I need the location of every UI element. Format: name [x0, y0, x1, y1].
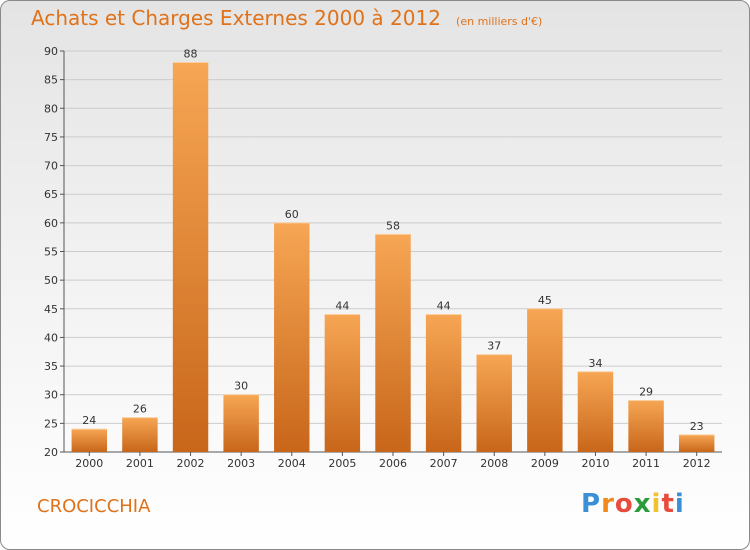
bar — [628, 400, 664, 452]
y-tick-label: 25 — [44, 417, 58, 430]
logo-letter: o — [614, 489, 634, 519]
data-label: 44 — [437, 300, 451, 313]
y-tick-label: 35 — [44, 360, 58, 373]
x-tick-label: 2010 — [581, 457, 609, 470]
bar — [527, 308, 563, 452]
logo-letter: t — [661, 489, 675, 519]
x-tick-label: 2002 — [177, 457, 205, 470]
y-tick-label: 60 — [44, 217, 58, 230]
data-label: 26 — [133, 403, 147, 416]
x-tick-label: 2007 — [430, 457, 458, 470]
x-tick-label: 2012 — [683, 457, 711, 470]
data-label: 30 — [234, 380, 248, 393]
logo-letter: x — [633, 489, 652, 519]
bar — [223, 394, 259, 452]
x-tick-label: 2008 — [480, 457, 508, 470]
logo-letter: P — [581, 489, 602, 519]
data-label: 29 — [639, 385, 653, 398]
y-tick-label: 65 — [44, 188, 58, 201]
data-label: 60 — [285, 208, 299, 221]
title-row: Achats et Charges Externes 2000 à 2012 (… — [31, 6, 542, 30]
bar — [375, 234, 411, 452]
x-tick-label: 2001 — [126, 457, 154, 470]
y-tick-label: 80 — [44, 102, 58, 115]
logo-letter: i — [651, 489, 662, 519]
x-tick-label: 2011 — [632, 457, 660, 470]
data-label: 44 — [335, 300, 349, 313]
y-tick-label: 30 — [44, 389, 58, 402]
y-tick-label: 85 — [44, 74, 58, 87]
place-name: CROCICCHIA — [37, 496, 151, 517]
data-label: 58 — [386, 219, 400, 232]
bar — [425, 314, 462, 452]
data-label: 37 — [487, 340, 501, 353]
chart-subtitle: (en milliers d'€) — [456, 15, 543, 28]
y-tick-label: 20 — [44, 446, 58, 459]
data-label: 34 — [588, 357, 602, 370]
bar — [172, 62, 209, 452]
x-tick-label: 2004 — [278, 457, 306, 470]
bar — [324, 314, 361, 452]
y-tick-label: 90 — [44, 45, 58, 58]
bar — [122, 417, 158, 452]
y-tick-label: 55 — [44, 246, 58, 259]
bar — [476, 354, 512, 452]
logo-letter: i — [674, 489, 685, 519]
chart-title: Achats et Charges Externes 2000 à 2012 — [31, 6, 441, 30]
data-label: 24 — [82, 414, 96, 427]
y-tick-label: 50 — [44, 274, 58, 287]
bar — [71, 429, 108, 452]
x-tick-label: 2003 — [227, 457, 255, 470]
data-label: 45 — [538, 294, 552, 307]
bar — [678, 434, 715, 452]
x-tick-label: 2005 — [328, 457, 356, 470]
proxiti-logo: Proxiti — [581, 489, 685, 519]
x-tick-label: 2009 — [531, 457, 559, 470]
y-tick-label: 70 — [44, 160, 58, 173]
y-tick-label: 45 — [44, 303, 58, 316]
logo-letter: r — [601, 489, 615, 519]
data-label: 88 — [184, 47, 198, 60]
y-tick-label: 40 — [44, 331, 58, 344]
data-label: 23 — [690, 420, 704, 433]
x-tick-label: 2006 — [379, 457, 407, 470]
y-tick-label: 75 — [44, 131, 58, 144]
bar — [274, 222, 310, 452]
bar — [577, 371, 614, 452]
x-tick-label: 2000 — [75, 457, 103, 470]
